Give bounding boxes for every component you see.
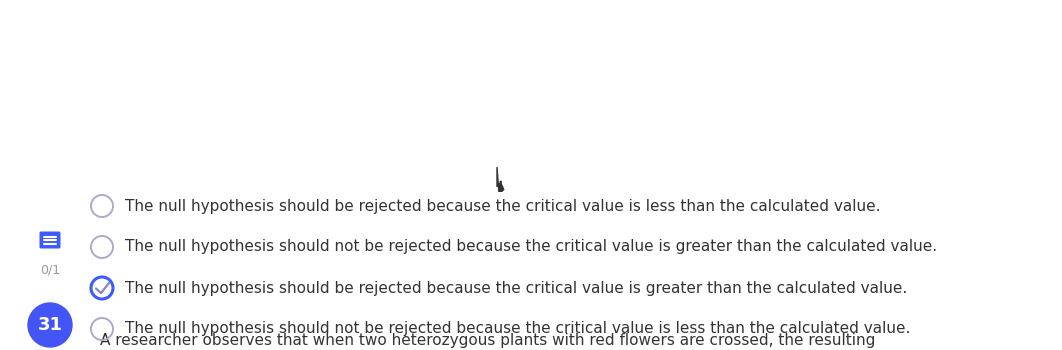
Text: The null hypothesis should be rejected because the critical value is less than t: The null hypothesis should be rejected b… xyxy=(125,198,880,214)
Text: 0/1: 0/1 xyxy=(40,264,61,276)
Text: The null hypothesis should be rejected because the critical value is greater tha: The null hypothesis should be rejected b… xyxy=(125,280,907,295)
Text: The null hypothesis should not be rejected because the critical value is greater: The null hypothesis should not be reject… xyxy=(125,239,937,254)
Polygon shape xyxy=(497,167,503,191)
Text: 31: 31 xyxy=(37,316,63,334)
Text: A researcher observes that when two heterozygous plants with red flowers are cro: A researcher observes that when two hete… xyxy=(100,333,935,350)
Circle shape xyxy=(28,303,72,347)
FancyBboxPatch shape xyxy=(39,231,61,248)
Text: The null hypothesis should not be rejected because the critical value is less th: The null hypothesis should not be reject… xyxy=(125,322,910,336)
